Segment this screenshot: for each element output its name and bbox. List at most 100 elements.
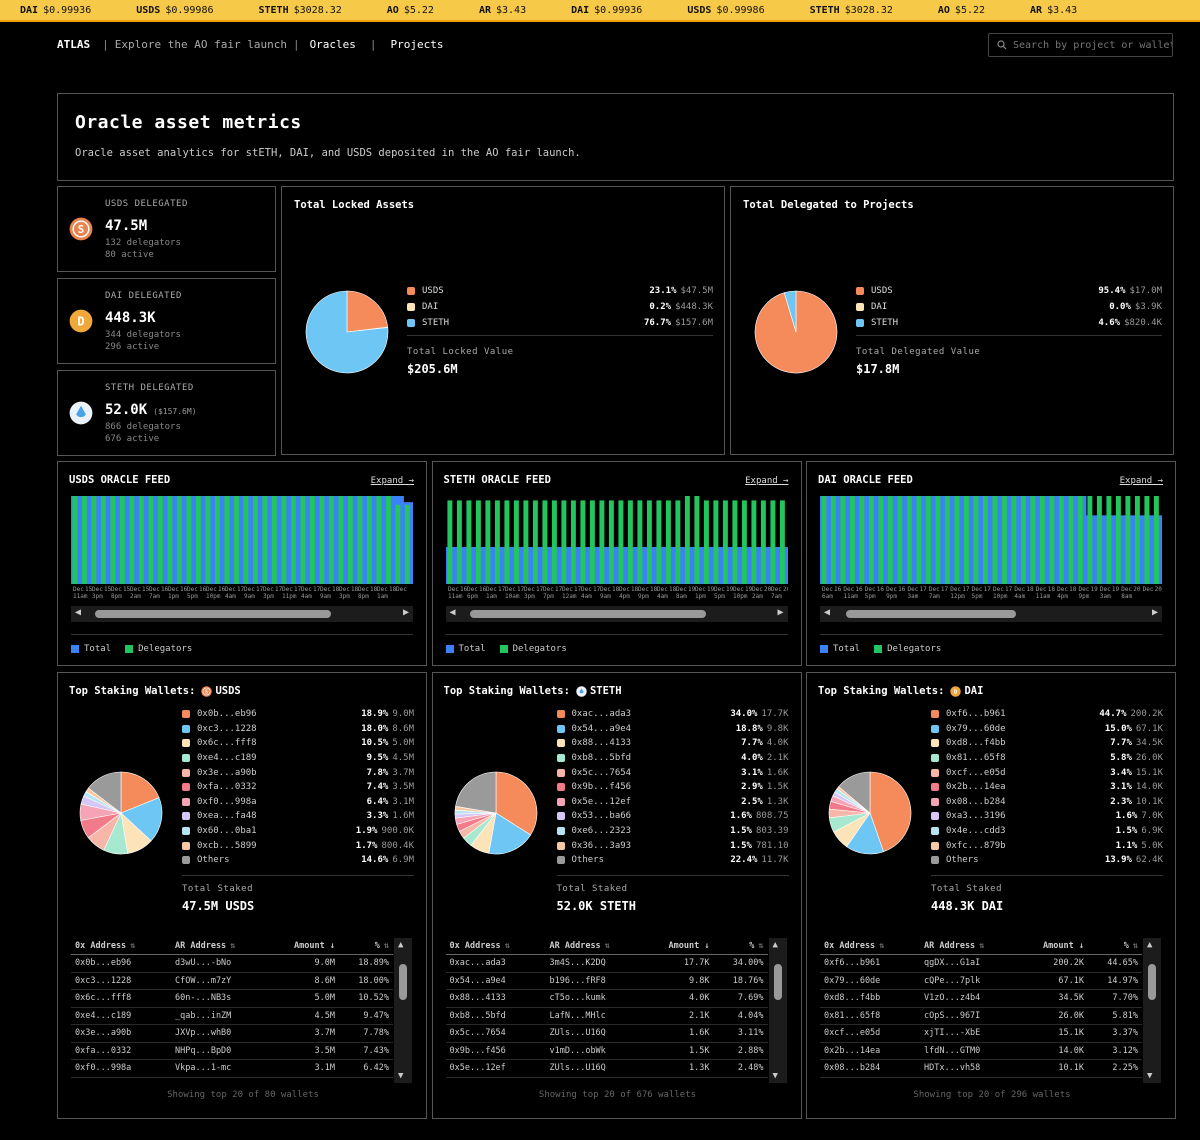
delegators-bar[interactable] xyxy=(722,500,728,584)
delegators-bar[interactable] xyxy=(262,496,268,584)
delegators-bar[interactable] xyxy=(1049,496,1055,584)
delegators-bar[interactable] xyxy=(551,500,557,584)
table-row[interactable]: 0xf0...998a Vkpa...1-mc 3.1M 6.42% xyxy=(71,1059,393,1078)
nav-explore-link[interactable]: Explore the AO fair launch xyxy=(114,38,287,51)
delegators-bar[interactable] xyxy=(309,496,315,584)
table-row[interactable]: 0xcf...e05d xjTI...-XbE 15.1K 3.37% xyxy=(820,1024,1142,1043)
delegators-bar[interactable] xyxy=(366,496,372,584)
expand-link[interactable]: Expand → xyxy=(1119,476,1163,486)
sort-icon[interactable]: ⇅ xyxy=(879,941,885,951)
delegators-bar[interactable] xyxy=(944,496,950,584)
delegators-bar[interactable] xyxy=(1087,496,1093,584)
delegators-bar[interactable] xyxy=(1115,496,1121,584)
legend-wallet[interactable]: 0xfa...0332 xyxy=(197,782,257,793)
legend-wallet[interactable]: 0xe6...2323 xyxy=(571,826,632,837)
delegators-bar[interactable] xyxy=(338,496,344,584)
delegators-bar[interactable] xyxy=(347,496,353,584)
scroll-up-arrow[interactable]: ▲ xyxy=(772,940,778,950)
delegators-bar[interactable] xyxy=(119,496,125,584)
legend-total[interactable]: Total xyxy=(833,644,861,654)
delegators-bar[interactable] xyxy=(484,500,490,584)
delegators-bar[interactable] xyxy=(522,500,528,584)
delegators-bar[interactable] xyxy=(560,500,566,584)
delegators-bar[interactable] xyxy=(1106,496,1112,584)
scroll-thumb[interactable] xyxy=(773,964,782,1000)
delegators-bar[interactable] xyxy=(935,496,941,584)
legend-wallet[interactable]: 0x53...ba66 xyxy=(571,811,632,822)
table-row[interactable]: 0xfa...0332 NHPq...BpD0 3.5M 7.43% xyxy=(71,1042,393,1060)
delegators-bar[interactable] xyxy=(731,500,737,584)
chart-horizontal-scrollbar[interactable]: ◀ ▶ xyxy=(445,606,788,622)
chart-horizontal-scrollbar[interactable]: ◀ ▶ xyxy=(71,606,413,622)
legend-wallet[interactable]: 0xc3...1228 xyxy=(197,723,257,734)
delegators-bar[interactable] xyxy=(859,496,865,584)
scroll-left-arrow[interactable]: ◀ xyxy=(449,607,456,618)
delegators-bar[interactable] xyxy=(129,496,135,584)
delegators-bar[interactable] xyxy=(849,496,855,584)
delegators-bar[interactable] xyxy=(684,496,690,584)
table-row[interactable]: 0xc3...1228 CfOW...m7zY 8.6M 18.00% xyxy=(71,972,393,990)
column-header[interactable]: AR Address ⇅ xyxy=(171,938,267,955)
legend-wallet[interactable]: 0xe4...c189 xyxy=(197,753,257,764)
delegators-bar[interactable] xyxy=(290,496,296,584)
delegators-bar[interactable] xyxy=(589,500,595,584)
table-row[interactable]: 0x88...4133 cT5o...kumk 4.0K 7.69% xyxy=(445,989,768,1008)
delegators-bar[interactable] xyxy=(1011,496,1017,584)
delegators-bar[interactable] xyxy=(963,496,969,584)
delegators-bar[interactable] xyxy=(300,496,306,584)
delegators-bar[interactable] xyxy=(868,496,874,584)
brand-logo[interactable]: ATLAS xyxy=(57,38,91,51)
scroll-left-arrow[interactable]: ◀ xyxy=(75,607,82,618)
scroll-thumb[interactable] xyxy=(846,610,1016,618)
scroll-left-arrow[interactable]: ◀ xyxy=(824,607,831,618)
delegators-bar[interactable] xyxy=(72,496,78,584)
legend-wallet[interactable]: 0xa3...3196 xyxy=(946,811,1006,822)
delegators-bar[interactable] xyxy=(475,500,481,584)
column-header[interactable]: 0x Address ⇅ xyxy=(71,938,171,955)
legend-wallet[interactable]: 0xcb...5899 xyxy=(197,840,257,851)
table-row[interactable]: 0xd8...f4bb V1zO...z4b4 34.5K 7.70% xyxy=(820,989,1142,1008)
delegators-bar[interactable] xyxy=(319,496,325,584)
delegators-bar[interactable] xyxy=(712,500,718,584)
sort-icon[interactable]: ⇅ xyxy=(130,941,136,951)
legend-wallet[interactable]: 0xb8...5bfd xyxy=(571,753,632,764)
delegators-bar[interactable] xyxy=(992,496,998,584)
table-row[interactable]: 0xf6...b961 qgDX...G1aI 200.2K 44.65% xyxy=(820,954,1142,973)
column-header[interactable]: Amount ↓ xyxy=(1016,938,1088,955)
legend-wallet[interactable]: 0x36...3a93 xyxy=(571,840,632,851)
delegators-bar[interactable] xyxy=(617,500,623,584)
delegators-bar[interactable] xyxy=(1001,496,1007,584)
delegators-bar[interactable] xyxy=(395,504,401,584)
delegators-bar[interactable] xyxy=(446,500,452,584)
delegators-bar[interactable] xyxy=(157,496,163,584)
delegators-bar[interactable] xyxy=(138,496,144,584)
pie-slice[interactable] xyxy=(120,771,160,814)
delegators-bar[interactable] xyxy=(1144,496,1150,584)
legend-wallet[interactable]: 0x88...4133 xyxy=(571,738,632,749)
delegators-bar[interactable] xyxy=(376,496,382,584)
sort-icon[interactable]: ⇅ xyxy=(1132,941,1138,951)
column-header[interactable]: % ⇅ xyxy=(339,938,393,955)
legend-wallet[interactable]: 0x5e...12ef xyxy=(571,796,632,807)
legend-wallet[interactable]: 0x6c...fff8 xyxy=(197,738,257,749)
delegators-bar[interactable] xyxy=(494,500,500,584)
legend-wallet[interactable]: Others xyxy=(197,855,230,866)
delegators-bar[interactable] xyxy=(665,500,671,584)
delegators-bar[interactable] xyxy=(532,500,538,584)
legend-total[interactable]: Total xyxy=(458,644,486,654)
column-header[interactable]: Amount ↓ xyxy=(641,938,714,955)
nav-oracles-link[interactable]: Oracles xyxy=(309,38,356,51)
column-header[interactable]: Amount ↓ xyxy=(267,938,339,955)
delegators-bar[interactable] xyxy=(456,500,462,584)
legend-wallet[interactable]: 0x79...60de xyxy=(946,723,1006,734)
table-row[interactable]: 0x6c...fff8 60n-...NB3s 5.0M 10.52% xyxy=(71,989,393,1008)
delegators-bar[interactable] xyxy=(110,496,116,584)
delegators-bar[interactable] xyxy=(741,500,747,584)
delegators-bar[interactable] xyxy=(1039,496,1045,584)
delegators-bar[interactable] xyxy=(281,496,287,584)
delegators-bar[interactable] xyxy=(973,496,979,584)
table-row[interactable]: 0x0b...eb96 d3wU...-bNo 9.0M 18.89% xyxy=(71,954,393,973)
legend-delegators[interactable]: Delegators xyxy=(887,644,942,654)
delegators-bar[interactable] xyxy=(887,496,893,584)
delegators-bar[interactable] xyxy=(252,496,258,584)
